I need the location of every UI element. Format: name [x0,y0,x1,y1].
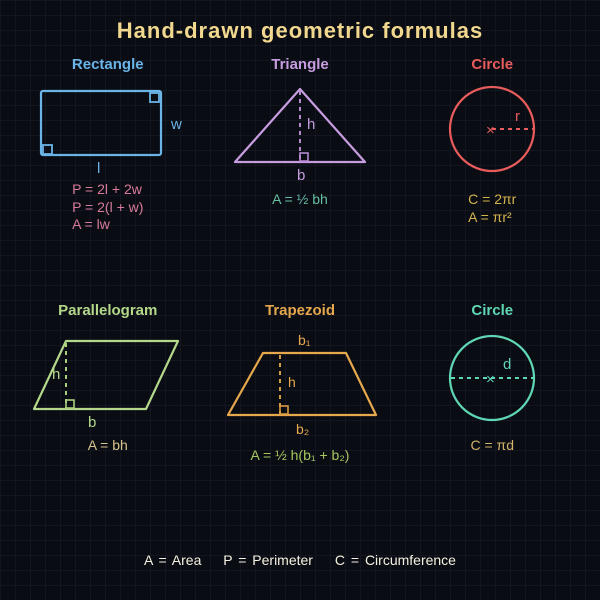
circle-r-formulas: C = 2πr A = πr² [468,191,516,226]
legend-circumference: C = Circumference [335,552,456,568]
parallelogram-title: Parallelogram [58,302,157,319]
circle-r-shape: × r [417,77,567,187]
triangle-title: Triangle [271,56,329,73]
parallelogram-formulas: A = bh [88,437,128,455]
trapezoid-title: Trapezoid [265,302,335,319]
rectangle-formula-2: P = 2(l + w) [72,199,143,217]
circle-d-label-d: d [503,356,511,373]
triangle-label-h: h [307,116,315,133]
circle-r-formula-1: C = 2πr [468,191,516,209]
rectangle-title: Rectangle [72,56,144,73]
rectangle-label-w: w [170,116,182,133]
trapezoid-formula-1: A = ½ h(b₁ + b₂) [251,447,350,465]
parallelogram-label-h: h [52,366,60,383]
circle-r-formula-2: A = πr² [468,209,516,227]
circle-d-formulas: C = πd [470,437,514,455]
cell-circle-r: Circle × r C = 2πr A = πr² [399,54,587,298]
cell-parallelogram: Parallelogram h b A = bh [14,300,202,544]
circle-d-shape: × d [417,323,567,433]
trapezoid-shape: b₁ h b₂ [208,323,393,443]
circle-d-title: Circle [471,302,513,319]
triangle-label-b: b [297,167,305,184]
trapezoid-label-b2: b₂ [296,421,309,437]
legend: A = Area P = Perimeter C = Circumference [14,552,586,568]
cell-circle-d: Circle × d C = πd [399,300,587,544]
circle-r-title: Circle [471,56,513,73]
circle-d-formula-1: C = πd [470,437,514,455]
rectangle-formula-3: A = lw [72,216,143,234]
trapezoid-label-h: h [288,374,296,390]
trapezoid-label-b1: b₁ [298,332,311,348]
page-title: Hand-drawn geometric formulas [14,18,586,44]
cell-trapezoid: Trapezoid b₁ h b₂ A = ½ h(b₁ + b₂) [206,300,395,544]
rectangle-formulas: P = 2l + 2w P = 2(l + w) A = lw [72,181,143,234]
parallelogram-formula-1: A = bh [88,437,128,455]
triangle-formula-1: A = ½ bh [272,191,328,209]
legend-area: A = Area [144,552,201,568]
cell-rectangle: Rectangle w l P = 2l + 2w P = 2(l + w) A… [14,54,202,298]
parallelogram-label-b: b [88,414,96,431]
triangle-shape: h b [215,77,385,187]
rectangle-formula-1: P = 2l + 2w [72,181,143,199]
page: Hand-drawn geometric formulas Rectangle … [0,0,600,600]
cell-triangle: Triangle h b A = ½ bh [206,54,395,298]
svg-text:×: × [486,371,495,388]
rectangle-shape: w l [23,77,193,177]
parallelogram-shape: h b [18,323,198,433]
svg-text:×: × [486,122,495,139]
legend-perimeter: P = Perimeter [223,552,313,568]
shapes-grid: Rectangle w l P = 2l + 2w P = 2(l + w) A… [14,54,586,544]
rectangle-label-l: l [97,160,100,177]
triangle-formulas: A = ½ bh [272,191,328,209]
trapezoid-formulas: A = ½ h(b₁ + b₂) [251,447,350,465]
circle-r-label-r: r [515,108,520,125]
